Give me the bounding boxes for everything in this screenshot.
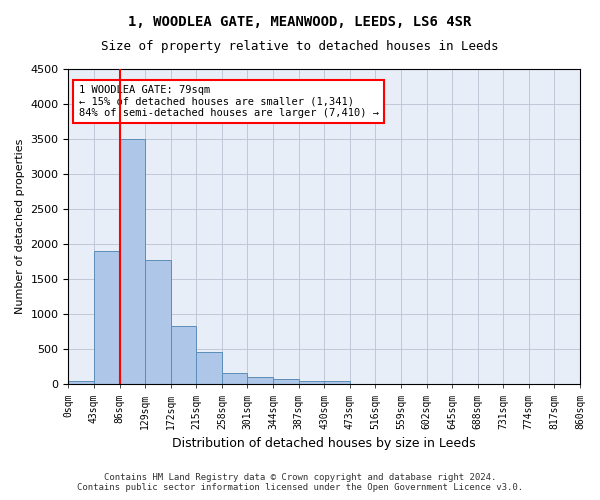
Text: 1, WOODLEA GATE, MEANWOOD, LEEDS, LS6 4SR: 1, WOODLEA GATE, MEANWOOD, LEEDS, LS6 4S… [128, 15, 472, 29]
Bar [273, 380, 299, 384]
Bar [299, 380, 324, 384]
Bar [119, 139, 145, 384]
Text: Contains HM Land Registry data © Crown copyright and database right 2024.
Contai: Contains HM Land Registry data © Crown c… [77, 473, 523, 492]
Y-axis label: Number of detached properties: Number of detached properties [15, 139, 25, 314]
Bar [94, 251, 119, 384]
Bar [145, 260, 171, 384]
X-axis label: Distribution of detached houses by size in Leeds: Distribution of detached houses by size … [172, 437, 476, 450]
Bar [324, 381, 350, 384]
Bar [68, 381, 94, 384]
Bar [196, 352, 222, 384]
Text: Size of property relative to detached houses in Leeds: Size of property relative to detached ho… [101, 40, 499, 53]
Bar [247, 378, 273, 384]
Text: 1 WOODLEA GATE: 79sqm
← 15% of detached houses are smaller (1,341)
84% of semi-d: 1 WOODLEA GATE: 79sqm ← 15% of detached … [79, 85, 379, 118]
Bar [171, 326, 196, 384]
Bar [222, 373, 247, 384]
